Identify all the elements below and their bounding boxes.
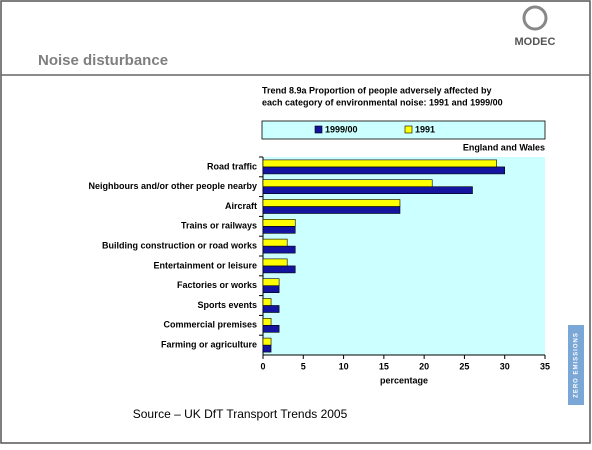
side-label: ZERO EMISSIONS	[574, 332, 580, 398]
legend-swatch	[404, 125, 413, 134]
bar	[262, 285, 280, 294]
x-tick-label: 20	[419, 361, 429, 371]
logo-text: MODEC	[515, 36, 556, 48]
x-tick-label: 10	[339, 361, 349, 371]
x-tick-label: 25	[459, 361, 469, 371]
x-tick-label: 35	[540, 361, 550, 371]
bar	[262, 324, 280, 333]
bar	[262, 199, 401, 207]
legend-swatch	[314, 125, 323, 134]
side-strip	[568, 325, 584, 405]
bar	[262, 166, 506, 175]
bar	[262, 305, 280, 313]
slide-title: Noise disturbance	[38, 52, 168, 69]
chart-title: each category of environmental noise: 19…	[262, 97, 503, 107]
x-tick-label: 0	[260, 361, 265, 371]
bar	[262, 337, 272, 346]
bar	[262, 159, 497, 168]
x-axis-label: percentage	[380, 375, 428, 385]
chart-title: Trend 8.9a Proportion of people adversel…	[262, 85, 492, 95]
bar	[262, 265, 296, 274]
legend-label: 1999/00	[325, 124, 358, 134]
bar	[262, 226, 296, 234]
bar	[262, 258, 288, 267]
y-tick-label: Entertainment or leisure	[153, 260, 257, 270]
chart-subtitle: England and Wales	[463, 142, 545, 152]
legend-label: 1991	[415, 124, 435, 134]
bar	[262, 206, 401, 214]
bar	[262, 179, 433, 187]
bar	[262, 278, 280, 287]
bar	[262, 344, 272, 353]
bar	[262, 238, 288, 247]
y-tick-label: Sports events	[197, 300, 257, 310]
logo-icon	[522, 5, 548, 31]
y-tick-label: Building construction or road works	[102, 240, 257, 250]
y-tick-label: Trains or railways	[181, 221, 257, 231]
legend-box	[261, 120, 546, 140]
bar	[262, 219, 296, 227]
y-tick-label: Neighbours and/or other people nearby	[88, 181, 257, 191]
x-tick-label: 5	[301, 361, 306, 371]
bar	[262, 245, 296, 254]
y-tick-label: Commercial premises	[163, 320, 257, 330]
bar	[262, 186, 473, 194]
y-tick-label: Aircraft	[225, 201, 257, 211]
bar	[262, 298, 272, 306]
y-tick-label: Factories or works	[177, 280, 257, 290]
y-tick-label: Road traffic	[207, 161, 257, 171]
y-tick-label: Farming or agriculture	[161, 339, 257, 349]
source: Source – UK DfT Transport Trends 2005	[133, 407, 348, 421]
bar	[262, 317, 272, 326]
x-tick-label: 15	[379, 361, 389, 371]
x-tick-label: 30	[500, 361, 510, 371]
